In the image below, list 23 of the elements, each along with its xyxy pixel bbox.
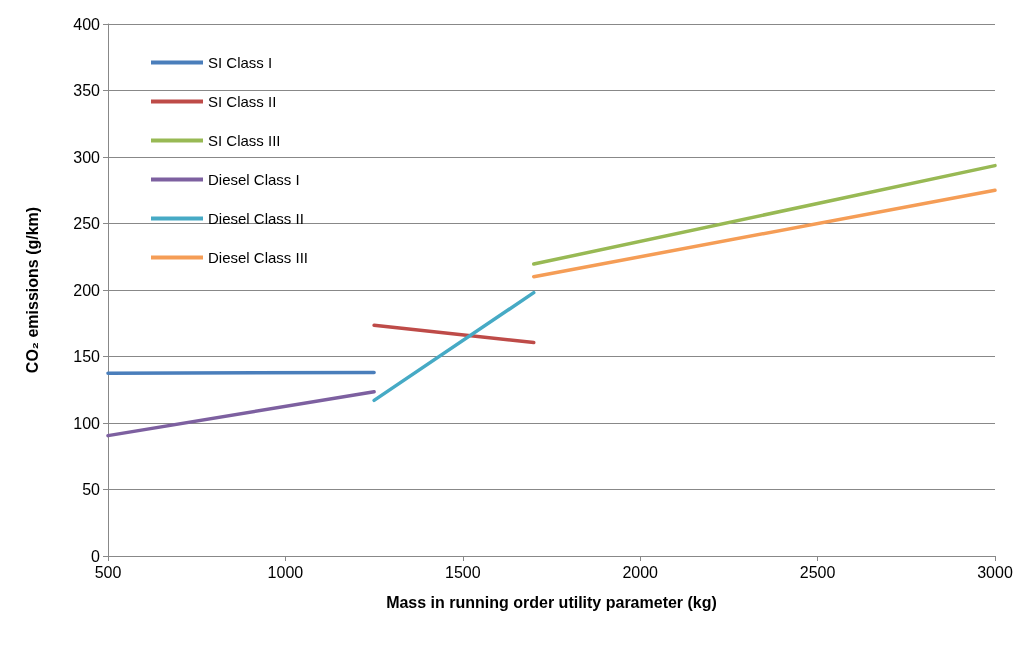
x-tick-label: 2500 [799, 563, 836, 581]
legend-label: SI Class III [208, 132, 281, 149]
y-tick-label: 0 [91, 547, 101, 565]
y-tick-label: 200 [73, 281, 101, 299]
x-tick-label: 1500 [445, 563, 481, 581]
y-axis-title: CO₂ emissions (g/km) [23, 206, 41, 374]
y-tick-label: 150 [73, 348, 101, 365]
legend-label: Diesel Class III [208, 249, 309, 266]
x-tick-label: 3000 [977, 563, 1013, 581]
x-axis-title: Mass in running order utility parameter (kg) [386, 593, 717, 611]
legend-label: SI Class I [208, 54, 273, 71]
legend-label: Diesel Class I [208, 171, 300, 188]
y-tick-label: 400 [73, 15, 101, 33]
x-tick-label: 500 [94, 563, 122, 581]
y-tick-label: 350 [73, 82, 101, 99]
x-tick-label: 1000 [267, 563, 304, 581]
x-tick-label: 2000 [622, 563, 659, 581]
legend-label: SI Class II [208, 93, 277, 110]
y-tick-label: 100 [73, 414, 101, 432]
y-tick-label: 300 [73, 148, 101, 166]
y-tick-label: 250 [73, 215, 101, 232]
y-tick-label: 50 [82, 481, 101, 498]
legend-label: Diesel Class II [208, 210, 304, 227]
